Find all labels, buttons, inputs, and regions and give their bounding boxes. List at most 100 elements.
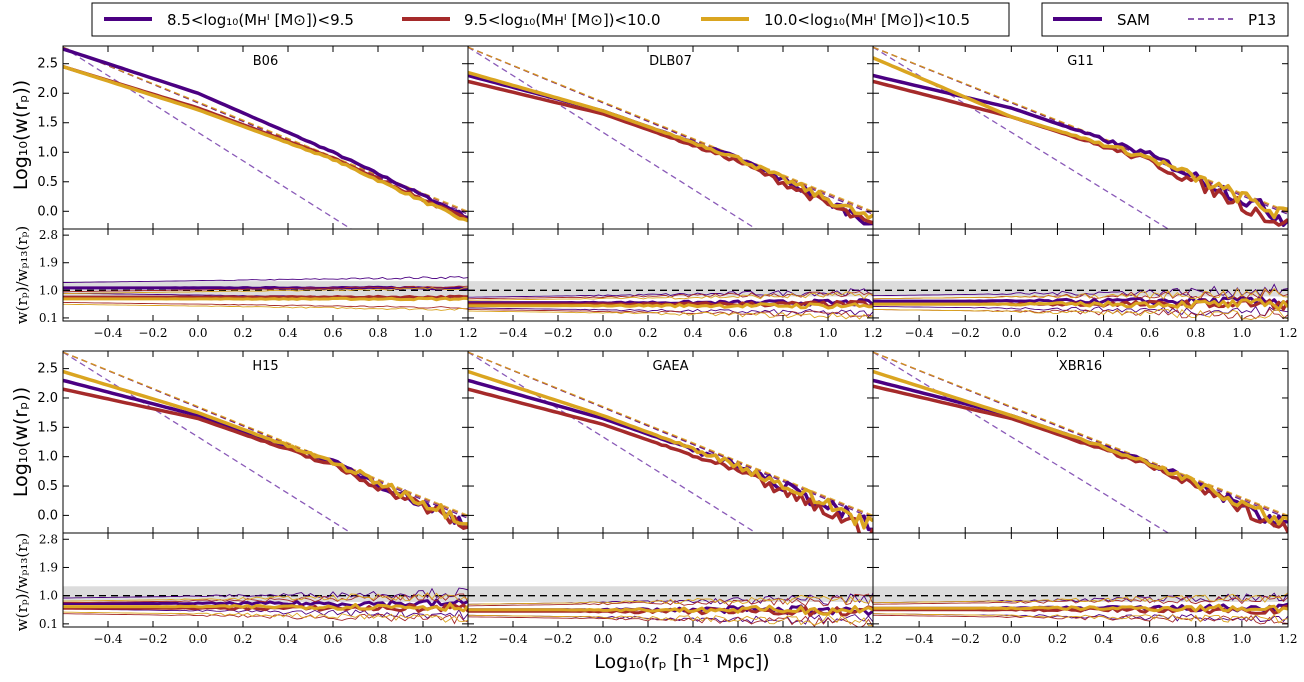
panel-gaea: GAEA −0.4 −0.2 0.0 0.2 0.4 0.6 0.8 1.0 1.2 [467, 350, 883, 646]
ytick-label: 1.5 [37, 420, 58, 435]
ratio-plot-g11 [873, 281, 1288, 321]
xtick-label: 0.6 [1140, 326, 1159, 340]
ratio-envelope-m3 [873, 287, 1288, 300]
top-plot-g11 [873, 46, 1288, 229]
xtick-label: 0.6 [728, 326, 747, 340]
ratio-plot-dlb07 [468, 281, 873, 320]
y-axis-label-ratio-row1: w(rₚ)/wₚ₁₃(rₚ) [13, 226, 31, 325]
p13-line-m1 [873, 351, 1288, 519]
xtick-label: 0.0 [1002, 326, 1021, 340]
xtick-label: 1.0 [818, 632, 837, 646]
xtick-label: −0.2 [951, 632, 980, 646]
xtick-label: 0.2 [1048, 632, 1067, 646]
y-axis-label-top-row2: Log₁₀(w(rₚ)) [10, 387, 32, 497]
panel-title: XBR16 [1059, 359, 1102, 374]
panel-dlb07: DLB07 −0.4 −0.2 0.0 0.2 0.4 0.6 0.8 1.0 1.2 [467, 45, 883, 340]
ratio-frame [872, 532, 1289, 628]
xtick-label: 0.0 [1002, 632, 1021, 646]
p13-steep-line [468, 46, 758, 229]
xtick-label: 0.8 [773, 632, 792, 646]
xtick-label: 0.8 [1186, 632, 1205, 646]
xtick-label: 1.0 [1232, 632, 1251, 646]
sam-line-m3 [63, 369, 468, 526]
top-plot-xbr16 [873, 351, 1288, 533]
ratio-envelope-m2 [873, 614, 1288, 625]
panel-title: G11 [1067, 54, 1094, 69]
ratio-line-m3 [63, 602, 468, 613]
ratio-envelope-m3 [468, 594, 873, 606]
top-plot-dlb07 [468, 46, 873, 229]
xtick-label: 0.4 [683, 632, 702, 646]
top-plot-gaea [468, 351, 873, 533]
ratio-envelope-m3 [873, 613, 1288, 624]
xtick-label: −0.4 [93, 632, 123, 646]
sam-line-m2 [873, 384, 1288, 533]
ratio-line-m1 [63, 598, 468, 609]
xtick-label: 0.4 [1094, 632, 1113, 646]
ratio-frame [872, 228, 1289, 322]
panel-title: GAEA [652, 359, 688, 374]
xtick-label: −0.4 [93, 326, 123, 340]
sam-line-m2 [63, 65, 468, 223]
sam-line-m2 [468, 387, 873, 533]
ratio-ytick-label: 0.1 [39, 311, 58, 325]
top-frame [62, 45, 469, 230]
panels-group: B06 0.0 0.5 1.0 1.5 2.0 2.5 0.1 1.0 1.9 2.8 −0.4 −0.… [37, 45, 1298, 646]
xtick-label: 1.0 [413, 326, 432, 340]
ratio-line-m2 [63, 294, 468, 300]
ytick-label: 1.5 [37, 116, 58, 131]
type-legend: SAM P13 [1041, 2, 1289, 37]
ratio-line-m3 [873, 603, 1288, 614]
xtick-label: −0.2 [951, 326, 980, 340]
panel-b06: B06 0.0 0.5 1.0 1.5 2.0 2.5 0.1 1.0 1.9 2.8 −0.4 −0.… [37, 45, 478, 340]
ratio-envelope-m1 [468, 288, 873, 298]
xtick-label: 1.2 [1278, 632, 1297, 646]
ytick-label: 0.5 [37, 175, 58, 190]
xtick-label: −0.2 [138, 326, 167, 340]
xtick-label: 0.2 [233, 326, 252, 340]
xtick-label: 0.6 [1140, 632, 1159, 646]
ratio-ytick-label: 2.8 [39, 228, 58, 242]
ratio-envelope-m3 [63, 287, 468, 295]
ratio-ytick-label: 2.8 [39, 532, 58, 546]
xtick-label: 0.6 [323, 632, 342, 646]
ratio-envelope-m3 [468, 614, 873, 627]
xtick-label: −0.4 [498, 326, 528, 340]
xtick-label: 0.0 [593, 632, 612, 646]
sam-line-m2 [873, 79, 1288, 227]
panel-h15: H15 0.0 0.5 1.0 1.5 2.0 2.5 0.1 1.0 1.9 2.8 −0.4 −0.… [37, 350, 478, 646]
ratio-envelope-m3 [873, 592, 1288, 604]
ratio-line-m2 [873, 604, 1288, 615]
xtick-label: 0.2 [638, 326, 657, 340]
y-axis-label-top-row1: Log₁₀(w(rₚ)) [10, 80, 32, 190]
xtick-label: 0.4 [683, 326, 702, 340]
p13-line-m3 [873, 351, 1288, 516]
ratio-envelope-m2 [468, 615, 873, 627]
xtick-label: 1.2 [458, 326, 477, 340]
xtick-label: 0.2 [1048, 326, 1067, 340]
xtick-label: 0.2 [233, 632, 252, 646]
ratio-envelope-m2 [63, 613, 468, 625]
ytick-label: 1.0 [37, 450, 58, 465]
y-axis-label-ratio-row2: w(rₚ)/wₚ₁₃(rₚ) [13, 533, 31, 632]
ratio-envelope-m3 [468, 291, 873, 301]
xtick-label: −0.4 [498, 632, 528, 646]
ratio-ytick-label: 1.9 [39, 560, 58, 574]
ratio-plot-h15 [63, 586, 468, 625]
ratio-envelope-m1 [63, 276, 468, 283]
xtick-label: 0.6 [728, 632, 747, 646]
ratio-ytick-label: 1.0 [39, 589, 58, 603]
ratio-plot-b06 [63, 276, 468, 311]
panel-xbr16: XBR16 −0.4 −0.2 0.0 0.2 0.4 0.6 0.8 1.0 1.2 [872, 350, 1298, 646]
p13-line-m3 [468, 46, 873, 212]
ratio-envelope-m1 [873, 283, 1288, 298]
sam-line-m3 [873, 369, 1288, 526]
ratio-ytick-label: 1.0 [39, 283, 58, 297]
xtick-label: 0.0 [188, 326, 207, 340]
sam-line-m3 [468, 70, 873, 220]
x-axis-label: Log₁₀(rₚ [h⁻¹ Mpc]) [594, 651, 769, 673]
ratio-envelope-m3 [63, 611, 468, 623]
sam-line-m2 [468, 79, 873, 225]
legend-label-sam: SAM [1117, 11, 1150, 29]
legend-label-m3: 10.0<log₁₀(Mʜᴵ [M⊙])<10.5 [764, 11, 970, 29]
